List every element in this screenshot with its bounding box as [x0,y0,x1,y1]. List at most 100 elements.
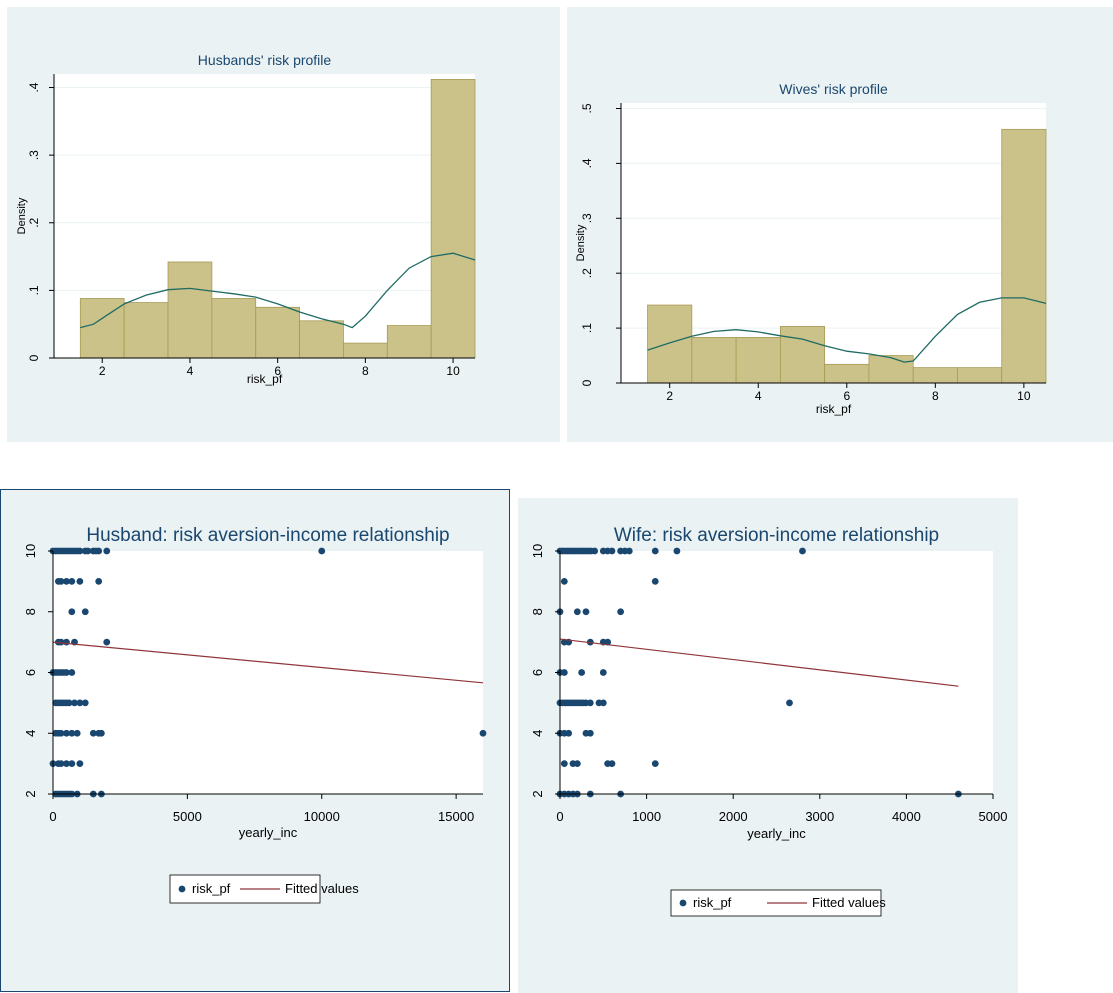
scatter-point [604,638,612,646]
scatter-point [71,699,78,707]
scatter-point [599,699,607,707]
scatter-point [63,669,70,676]
y-axis-label: Density [16,197,28,234]
scatter-point [786,699,793,707]
y-tick-label: 0 [27,354,41,361]
scatter-point [89,729,97,737]
x-tick-label: 4000 [892,809,921,824]
scatter-point [582,608,590,616]
histogram-bar [167,261,213,359]
husbands-histogram-chart: 0 .1 .2 .3 .4 2 4 6 8 10 Husbands' risk profile ris… [16,52,476,386]
histogram-bar [430,79,476,359]
husband-scatter-panel: 2 4 6 8 10 0 5000 10000 15000 Husband: risk avers… [0,489,510,992]
scatter-point [573,760,581,768]
y-tick-label: .2 [580,268,594,278]
scatter-point [95,547,103,555]
y-tick-label: .1 [580,323,594,333]
scatter-point [608,760,616,768]
x-tick-label: 10 [446,364,460,378]
x-tick-label: 0 [49,809,56,824]
scatter-point [617,608,625,616]
histogram-bar [386,325,432,359]
histogram-bar [1001,128,1047,384]
y-tick-label: 6 [23,669,38,676]
scatter-point [651,577,659,585]
scatter-point [625,547,633,555]
scatter-point [57,638,65,646]
scatter-point [68,729,76,737]
histogram-bar [123,302,169,359]
x-tick-label: 1000 [632,809,661,824]
histogram-bar [735,337,781,384]
x-tick-label: 3000 [805,809,834,824]
y-tick-label: .1 [27,285,41,295]
husbands-histogram-panel: 0 .1 .2 .3 .4 2 4 6 8 10 Husbands' risk profile ris… [7,7,560,442]
legend-label-fitted: Fitted values [812,895,886,910]
y-tick-label: 6 [530,669,545,676]
y-tick-label: 4 [23,730,38,737]
y-tick-label: 8 [23,608,38,615]
scatter-point [560,760,568,768]
y-tick-label: 2 [23,790,38,797]
x-tick-label: 4 [755,389,762,403]
x-axis-label: risk_pf [247,372,283,386]
y-tick-label: .4 [27,82,41,92]
x-tick-label: 5000 [979,809,1008,824]
wives-histogram-chart: 0 .1 .2 .3 .4 .5 2 4 6 8 10 Wives' risk profile risk… [575,81,1047,416]
scatter-point [578,669,586,676]
scatter-point [63,760,70,768]
x-tick-label: 2000 [719,809,748,824]
y-tick-label: 10 [23,544,38,558]
histogram-bar [299,320,344,359]
scatter-point [68,577,76,585]
x-tick-label: 8 [362,364,369,378]
scatter-point [651,760,659,768]
legend-label-risk-pf: risk_pf [192,881,231,896]
histogram-bar [957,367,1003,384]
scatter-point [63,638,70,646]
x-tick-label: 2 [666,389,673,403]
legend-label-risk-pf: risk_pf [693,895,732,910]
y-tick-label: .2 [27,217,41,227]
histogram-bar [824,363,870,384]
scatter-point [68,669,76,676]
legend-marker-risk-pf [178,885,186,893]
legend-marker-risk-pf [679,899,687,907]
scatter-point [560,577,568,585]
chart-title: Husband: risk aversion-income relationsh… [86,525,449,546]
scatter-point [95,577,103,585]
histogram-bar [647,304,693,384]
scatter-point [73,729,81,737]
y-tick-label: .3 [580,213,594,223]
scatter-point [81,699,89,707]
histogram-bar [343,342,388,359]
scatter-point [57,729,65,737]
x-tick-label: 8 [932,389,939,403]
husband-scatter-chart: 2 4 6 8 10 0 5000 10000 15000 Husband: risk avers… [23,525,487,904]
scatter-point [57,760,65,768]
scatter-point [76,760,84,768]
wives-histogram-panel: 0 .1 .2 .3 .4 .5 2 4 6 8 10 Wives' risk profile risk… [567,7,1113,442]
y-tick-label: .3 [27,150,41,160]
scatter-point [76,577,84,585]
chart-title: Husbands' risk profile [198,52,332,68]
scatter-point [565,729,573,737]
scatter-point [76,547,84,555]
scatter-point [651,547,659,555]
y-tick-label: 8 [530,608,545,615]
y-tick-label: .5 [580,103,594,113]
histogram-bar [79,298,125,359]
wife-scatter-chart: 2 4 6 8 10 0 1000 2000 3000 4000 5000 Wife: risk av… [530,525,1008,917]
chart-title: Wives' risk profile [779,81,888,97]
scatter-point [586,729,594,737]
scatter-point [63,729,70,737]
scatter-point [479,729,487,737]
scatter-point [103,547,111,555]
x-tick-label: 0 [556,809,563,824]
x-tick-label: 5000 [173,809,202,824]
y-tick-label: 2 [530,790,545,797]
x-axis-label: yearly_inc [747,826,806,841]
fitted-line [52,641,484,684]
y-axis-label: Density [575,224,587,261]
y-tick-label: 0 [580,379,594,386]
